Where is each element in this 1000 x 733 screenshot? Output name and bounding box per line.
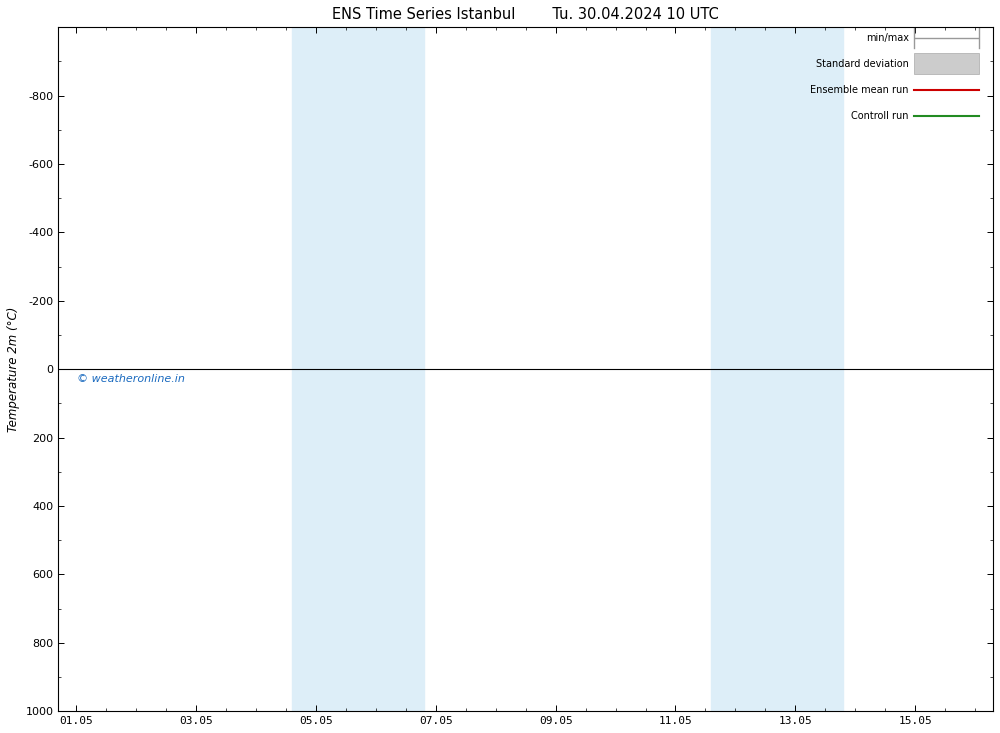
Title: ENS Time Series Istanbul        Tu. 30.04.2024 10 UTC: ENS Time Series Istanbul Tu. 30.04.2024 … <box>332 7 719 22</box>
Point <box>129 365 141 374</box>
Point <box>129 365 141 374</box>
Point <box>125 365 137 374</box>
Point <box>125 365 137 374</box>
Bar <box>292 27 424 711</box>
Text: Standard deviation: Standard deviation <box>816 59 909 68</box>
Point <box>129 365 141 374</box>
Text: min/max: min/max <box>866 32 909 43</box>
Text: Ensemble mean run: Ensemble mean run <box>810 84 909 95</box>
Point <box>125 365 137 374</box>
Point <box>129 365 141 374</box>
Point <box>125 365 137 374</box>
Point <box>129 365 141 374</box>
Text: Controll run: Controll run <box>851 111 909 120</box>
Point <box>125 365 137 374</box>
Bar <box>914 54 979 74</box>
Y-axis label: Temperature 2m (°C): Temperature 2m (°C) <box>7 306 20 432</box>
Text: © weatheronline.in: © weatheronline.in <box>77 375 185 385</box>
Bar <box>711 27 843 711</box>
